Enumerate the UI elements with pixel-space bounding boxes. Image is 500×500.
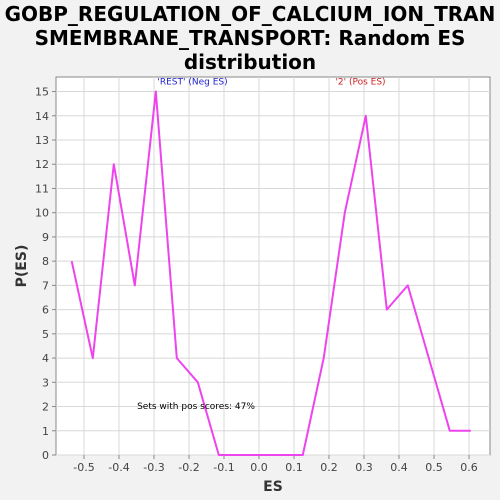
y-tick-label: 9 [42, 231, 49, 244]
y-tick-label: 8 [42, 255, 49, 268]
x-tick-label: 0.5 [425, 461, 443, 474]
y-tick-label: 13 [35, 134, 49, 147]
series-layer [70, 90, 471, 456]
annotation-2: Sets with pos scores: 47% [137, 402, 255, 412]
y-tick-label: 11 [35, 182, 49, 195]
y-tick-label: 12 [35, 158, 49, 171]
y-tick-label: 4 [42, 352, 49, 365]
y-tick-label: 1 [42, 425, 49, 438]
x-tick-label: -0.3 [143, 461, 164, 474]
x-tick-label: -0.5 [73, 461, 94, 474]
x-axis-label: ES [263, 479, 283, 495]
annotation-layer: 'REST' (Neg ES) '2' (Pos ES) Sets with pos… [137, 77, 385, 412]
x-tick-label: 0.0 [250, 461, 268, 474]
y-tick-label: 14 [35, 110, 49, 123]
x-tick-label: 0.6 [460, 461, 478, 474]
y-tick-label: 6 [42, 304, 49, 317]
grid-layer [56, 77, 490, 456]
x-tick-label: 0.1 [285, 461, 303, 474]
x-tick-label: -0.2 [178, 461, 199, 474]
chart-title-line-2: SMEMBRANE_TRANSPORT: Random ES [34, 26, 466, 50]
chart-title-line-3: distribution [183, 50, 317, 74]
y-tick-label: 15 [35, 86, 49, 99]
annotation-1: '2' (Pos ES) [335, 77, 385, 87]
y-tick-label: 7 [42, 279, 49, 292]
x-tick-label: -0.1 [213, 461, 234, 474]
chart-title-line-1: GOBP_REGULATION_OF_CALCIUM_ION_TRAN [4, 2, 496, 26]
y-tick-label: 5 [42, 328, 49, 341]
y-tick-label: 3 [42, 376, 49, 389]
y-axis-label: P(ES) [14, 245, 30, 288]
annotation-0: 'REST' (Neg ES) [157, 77, 227, 87]
plot-area [55, 76, 491, 456]
x-tick-label: 0.4 [390, 461, 408, 474]
y-tick-label: 10 [35, 207, 49, 220]
x-tick-label: 0.3 [355, 461, 373, 474]
y-tick-label: 0 [42, 449, 49, 462]
y-tick-label: 2 [42, 401, 49, 414]
x-tick-label: -0.4 [108, 461, 129, 474]
x-tick-label: 0.2 [320, 461, 338, 474]
series-line-0 [70, 90, 471, 456]
